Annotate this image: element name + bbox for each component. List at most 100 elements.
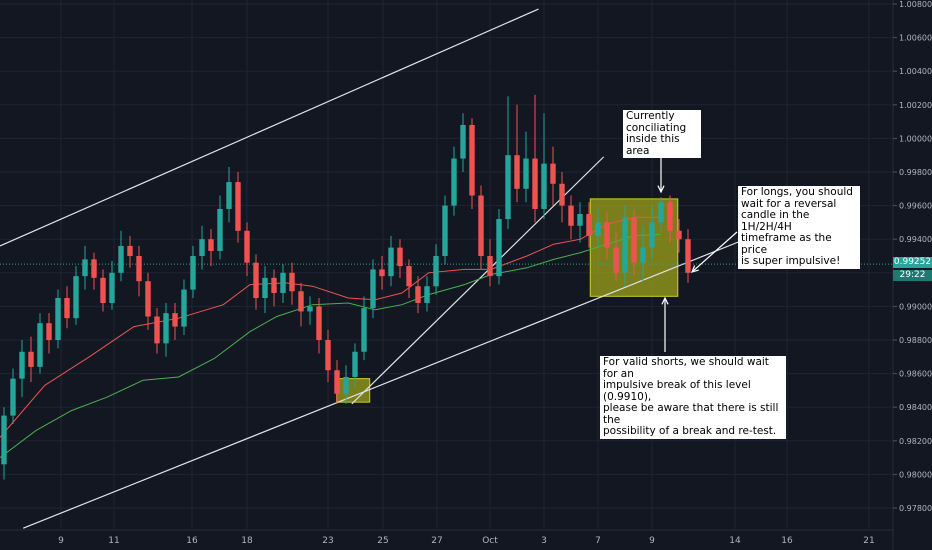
candle: [415, 276, 421, 314]
candle: [64, 286, 70, 329]
x-tick-label: Oct: [482, 536, 498, 546]
candle-body: [595, 222, 601, 236]
candle-body: [55, 298, 61, 340]
y-tick-label: 1.00000: [899, 134, 932, 143]
candle: [397, 239, 403, 278]
arrow-shaft: [691, 231, 738, 273]
x-tick-label: 18: [241, 536, 253, 546]
candle: [622, 205, 628, 287]
candle: [145, 272, 151, 330]
candle-body: [550, 163, 556, 184]
candle-body: [577, 214, 583, 226]
candle-body: [622, 217, 628, 273]
y-tick-label: 0.98000: [899, 470, 932, 479]
candle: [91, 252, 97, 290]
candle: [676, 219, 682, 253]
candle: [46, 313, 52, 354]
candle-body: [496, 219, 502, 277]
x-axis: 9 11 16 18 23 25 27 Oct 3 7 9 14 16 21: [58, 536, 875, 546]
y-tick-label: 0.98800: [899, 336, 932, 345]
candle: [55, 289, 61, 349]
y-tick-label: 0.99400: [899, 235, 932, 244]
candle: [37, 313, 43, 374]
x-tick-label: 7: [595, 536, 601, 546]
candle: [244, 222, 250, 277]
candle: [262, 266, 268, 314]
moving-averages: [0, 216, 661, 458]
candle-body: [541, 163, 547, 209]
candle: [469, 118, 475, 209]
candle: [73, 266, 79, 325]
candle: [199, 225, 205, 270]
y-tick-label: 1.00400: [899, 67, 932, 76]
countdown-label: 29:22: [893, 270, 932, 281]
candle: [613, 230, 619, 282]
x-tick-label: 9: [58, 536, 64, 546]
candle: [586, 202, 592, 248]
candle-body: [298, 291, 304, 312]
y-tick-label: 0.99800: [899, 168, 932, 177]
candle: [433, 244, 439, 295]
candle: [235, 172, 241, 243]
candle: [208, 229, 214, 267]
y-tick-label: 0.98400: [899, 403, 932, 412]
candle: [19, 340, 25, 398]
candle: [226, 166, 232, 223]
candle-body: [649, 222, 655, 248]
x-tick-label: 23: [322, 536, 333, 546]
candle: [406, 259, 412, 298]
candle: [478, 185, 484, 270]
candle-body: [136, 256, 142, 282]
candle: [379, 256, 385, 290]
candle: [649, 205, 655, 260]
candle: [28, 336, 34, 382]
candle-body: [388, 247, 394, 277]
candle: [442, 195, 448, 265]
candle-body: [82, 259, 88, 277]
candle-body: [172, 313, 178, 327]
candle: [631, 208, 637, 277]
candle: [361, 296, 367, 361]
candle: [181, 279, 187, 335]
y-tick-label: 0.99000: [899, 302, 932, 311]
candle: [559, 172, 565, 223]
candle-body: [19, 351, 25, 379]
current-price-label: 0.99252: [893, 257, 932, 268]
candle-body: [667, 202, 673, 231]
candles: [1, 94, 691, 480]
arrow-head: [657, 185, 665, 194]
x-tick-label: 16: [781, 536, 793, 546]
candle-body: [685, 239, 691, 273]
candle-body: [523, 158, 529, 189]
rising-trendline: [351, 156, 605, 405]
candle-body: [226, 182, 232, 209]
candle: [172, 303, 178, 340]
candle-body: [280, 272, 286, 293]
candle: [424, 276, 430, 312]
y-tick-label: 0.98600: [899, 370, 932, 379]
candle: [550, 146, 556, 206]
candle-body: [217, 208, 223, 251]
candle: [532, 94, 538, 223]
x-tick-label: 9: [649, 536, 655, 546]
channel-upper-line: [0, 8, 539, 247]
y-tick-label: 1.00200: [899, 101, 932, 110]
candle-body: [424, 286, 430, 304]
y-tick-label: 1.00600: [899, 34, 932, 43]
candle-body: [478, 195, 484, 256]
candle: [685, 229, 691, 283]
x-tick-label: 11: [108, 536, 119, 546]
candle-body: [244, 230, 250, 263]
x-tick-label: 21: [863, 536, 874, 546]
candle-body: [145, 281, 151, 317]
candle-body: [316, 306, 322, 340]
candle-body: [100, 277, 106, 304]
candle: [307, 296, 313, 325]
candle-body: [442, 205, 448, 256]
candle-body: [505, 155, 511, 220]
candle-body: [199, 239, 205, 256]
candle-body: [568, 205, 574, 226]
candle-body: [253, 262, 259, 298]
candle-body: [676, 230, 682, 240]
